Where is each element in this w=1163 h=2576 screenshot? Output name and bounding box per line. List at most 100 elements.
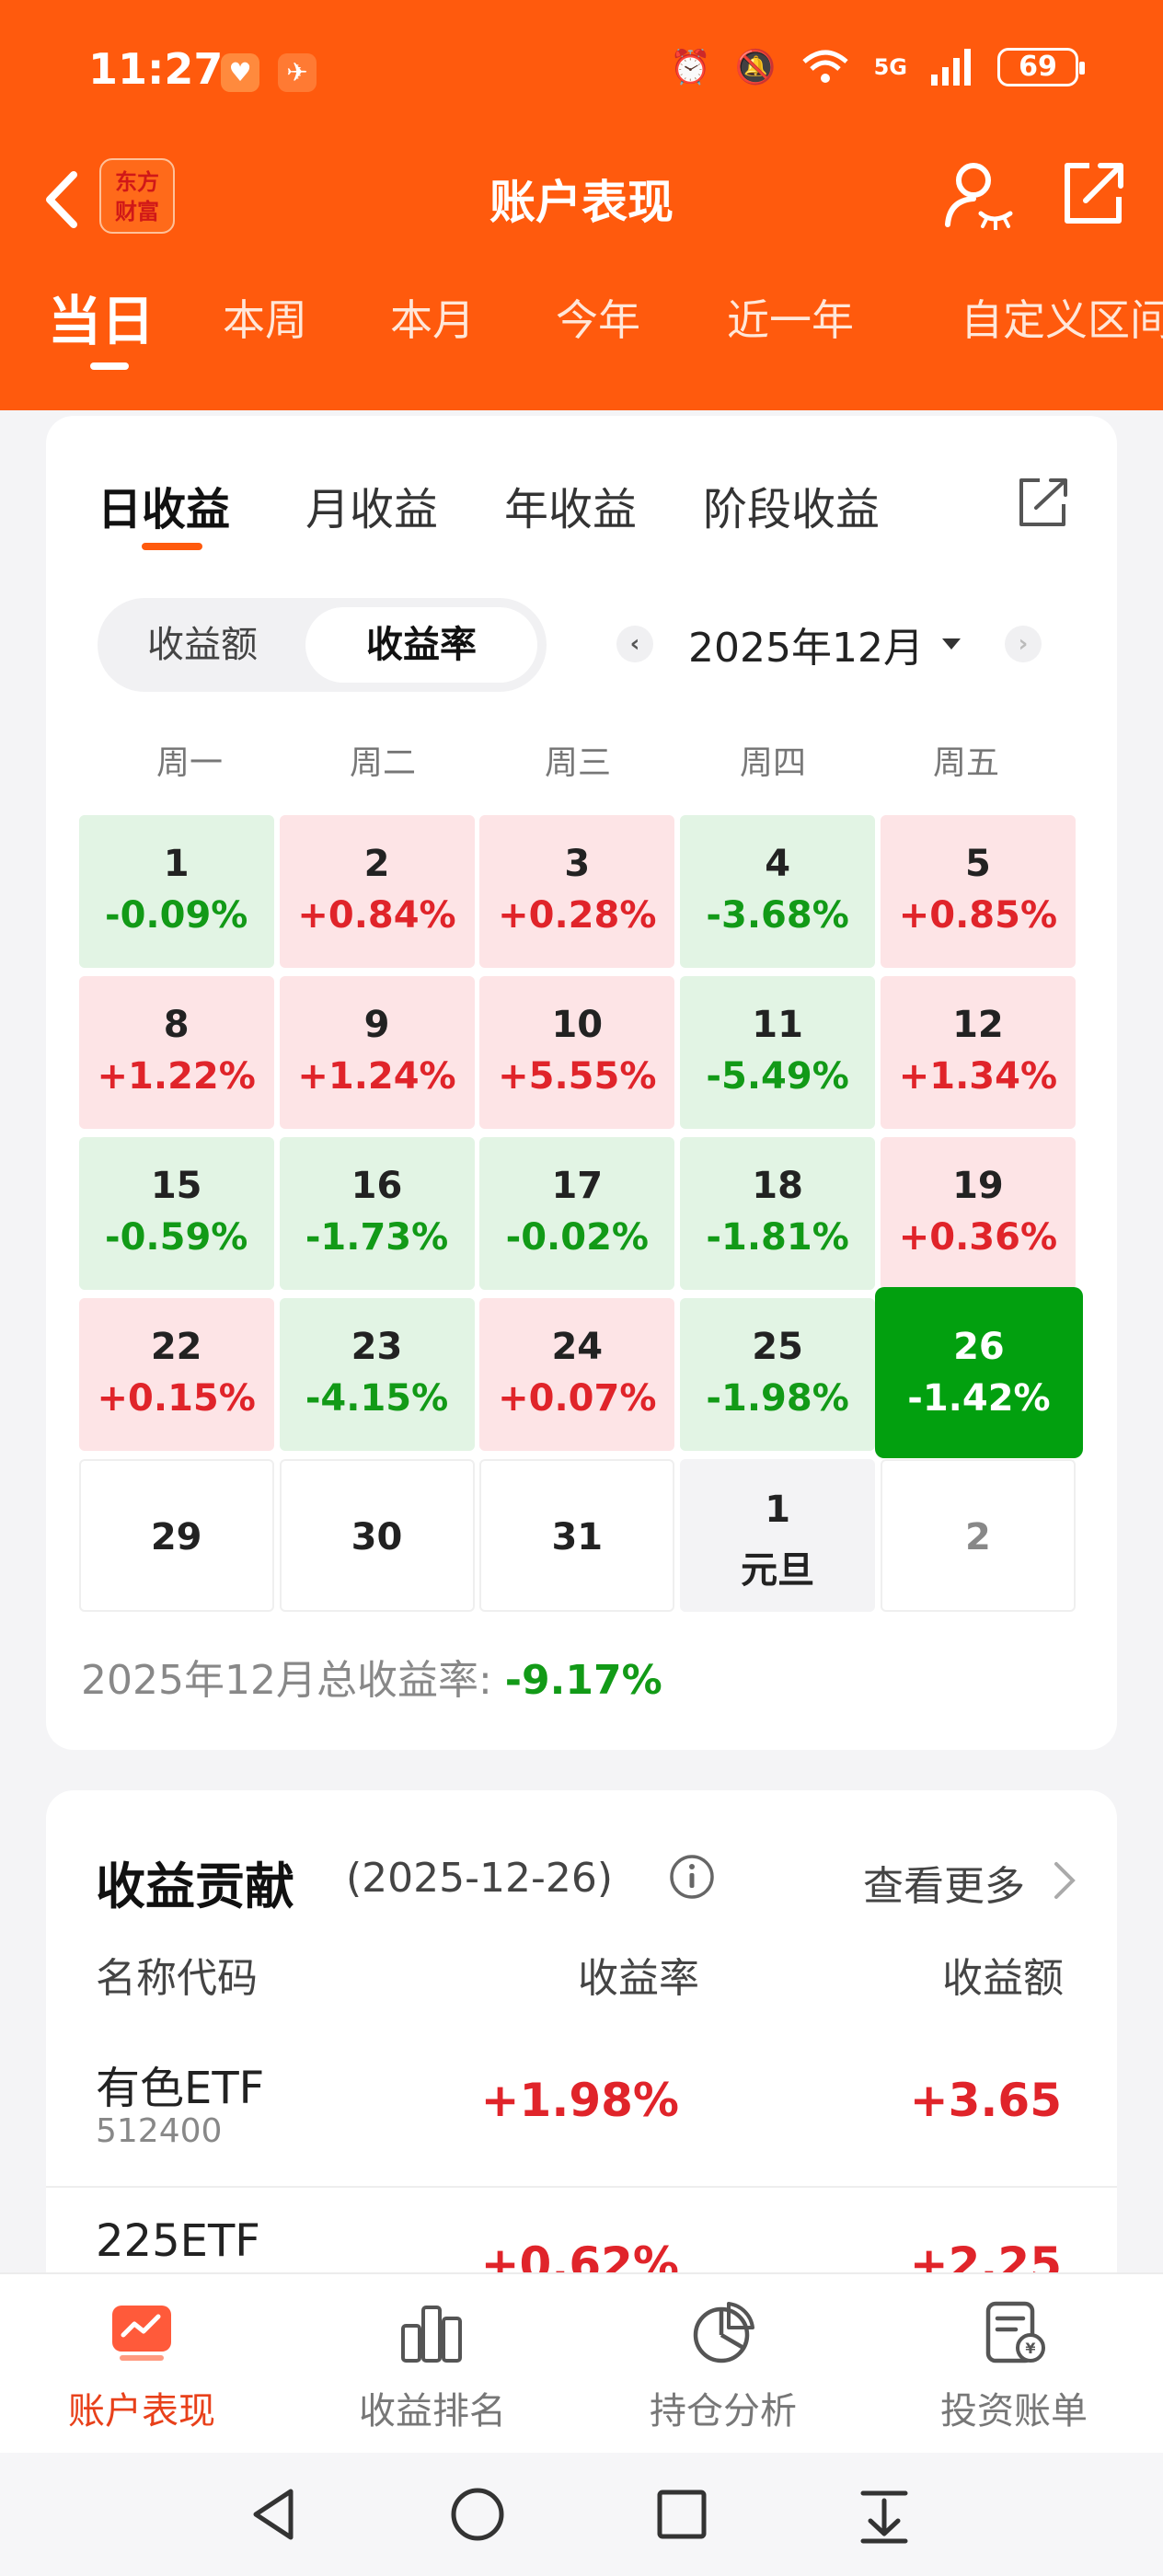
- contribution-title: 收益贡献: [96, 1857, 294, 1915]
- tab-return-ranking[interactable]: 收益排名: [322, 2298, 543, 2434]
- calendar-day[interactable]: 30: [279, 1458, 475, 1612]
- alarm-icon: ⏰: [669, 49, 711, 86]
- tab-account-performance[interactable]: 账户表现: [31, 2298, 252, 2434]
- calendar-day[interactable]: 5 +0.85%: [880, 814, 1076, 968]
- tab-this-month[interactable]: 本月: [390, 295, 475, 345]
- day-return-value: -4.15%: [305, 1376, 449, 1420]
- day-return-value: +0.15%: [97, 1376, 256, 1420]
- calendar-day[interactable]: 31: [479, 1458, 675, 1612]
- calendar-day[interactable]: 4 -3.68%: [680, 814, 876, 968]
- chevron-right-icon[interactable]: [1049, 1858, 1078, 1903]
- calendar-day[interactable]: 29: [78, 1458, 274, 1612]
- calendar-day[interactable]: 17 -0.02%: [479, 1136, 675, 1290]
- calendar-day[interactable]: 9 +1.24%: [279, 975, 475, 1129]
- brand-logo: 东方 财富: [99, 158, 175, 234]
- calendar-day[interactable]: 25 -1.98%: [680, 1297, 876, 1451]
- tab-custom-range[interactable]: 自定义区间: [961, 295, 1163, 345]
- status-time: 11:27: [88, 44, 224, 94]
- day-number: 31: [551, 1515, 604, 1558]
- fund-name: 有色ETF: [96, 2063, 265, 2114]
- calendar-day[interactable]: 3 +0.28%: [479, 814, 675, 968]
- calendar-day[interactable]: 2 +0.84%: [279, 814, 475, 968]
- toggle-amount[interactable]: 收益额: [147, 624, 258, 666]
- contribution-date: (2025-12-26): [346, 1855, 614, 1902]
- tab-today[interactable]: 当日: [48, 290, 155, 352]
- sub-tab-underline: [142, 543, 202, 550]
- day-return-value: -0.02%: [505, 1215, 649, 1259]
- calendar-day-selected[interactable]: 26 -1.42%: [874, 1286, 1083, 1458]
- next-month-button[interactable]: ›: [1004, 626, 1042, 662]
- daily-return-card: 日收益 月收益 年收益 阶段收益 收益额 收益率 ‹ 2025年12月 › 周一…: [46, 416, 1117, 1750]
- tab-monthly-return[interactable]: 月收益: [305, 484, 439, 535]
- day-number: 17: [551, 1164, 604, 1207]
- back-triangle-icon[interactable]: [243, 2482, 307, 2547]
- day-return-value: -1.42%: [907, 1376, 1051, 1420]
- info-icon[interactable]: [668, 1853, 716, 1901]
- recent-apps-icon[interactable]: [650, 2482, 714, 2547]
- wifi-icon: [801, 50, 848, 83]
- home-circle-icon[interactable]: [445, 2482, 510, 2547]
- logo-text-line2: 财富: [115, 199, 159, 224]
- calendar-day[interactable]: 19 +0.36%: [880, 1136, 1076, 1290]
- user-privacy-icon[interactable]: [942, 156, 1016, 230]
- calendar-day[interactable]: 12 +1.34%: [880, 975, 1076, 1129]
- day-number: 26: [953, 1325, 1005, 1368]
- prev-month-button[interactable]: ‹: [616, 626, 653, 662]
- dropdown-caret-icon[interactable]: [941, 638, 961, 650]
- tab-this-week[interactable]: 本周: [223, 295, 307, 345]
- calendar-day[interactable]: 8 +1.22%: [78, 975, 274, 1129]
- day-number: 12: [952, 1003, 1004, 1046]
- tab-investment-bill[interactable]: ¥ 投资账单: [904, 2298, 1124, 2434]
- tab-holding-analysis[interactable]: 持仓分析: [613, 2298, 834, 2434]
- fund-name: 225ETF: [96, 2215, 260, 2267]
- day-number: 29: [150, 1515, 202, 1558]
- back-arrow-icon[interactable]: [37, 167, 92, 232]
- day-number: 1: [765, 1488, 791, 1531]
- day-return-value: -0.59%: [105, 1215, 248, 1259]
- notification-pulldown-icon[interactable]: [852, 2482, 916, 2547]
- system-navigation-bar: [0, 2453, 1163, 2576]
- tab-label: 账户表现: [68, 2390, 215, 2432]
- status-bar: 11:27 ♥ ✈ ⏰ 🔕 5G 69: [0, 0, 1163, 138]
- calendar-day[interactable]: 24 +0.07%: [479, 1297, 675, 1451]
- day-return-value: -0.09%: [105, 893, 248, 937]
- toggle-rate[interactable]: 收益率: [305, 607, 537, 683]
- day-number: 1: [163, 842, 190, 885]
- tab-period-return[interactable]: 阶段收益: [703, 484, 881, 535]
- day-return-value: +1.22%: [97, 1054, 256, 1098]
- calendar-day[interactable]: 23 -4.15%: [279, 1297, 475, 1451]
- tab-label: 收益排名: [359, 2390, 506, 2432]
- day-number: 10: [551, 1003, 604, 1046]
- calendar-day[interactable]: 2: [880, 1458, 1076, 1612]
- performance-chart-icon: [112, 2306, 171, 2361]
- tab-last-year[interactable]: 近一年: [727, 295, 854, 345]
- share-icon[interactable]: [1014, 473, 1071, 530]
- calendar-day[interactable]: 22 +0.15%: [78, 1297, 274, 1451]
- month-total-value: -9.17%: [504, 1657, 662, 1704]
- calendar-day[interactable]: 15 -0.59%: [78, 1136, 274, 1290]
- tab-this-year[interactable]: 今年: [556, 295, 640, 345]
- tab-daily-return[interactable]: 日收益: [98, 484, 231, 535]
- calendar-day[interactable]: 16 -1.73%: [279, 1136, 475, 1290]
- see-more-link[interactable]: 查看更多: [863, 1863, 1025, 1910]
- contribution-card: 收益贡献 (2025-12-26) 查看更多 名称代码 收益率 收益额 有色ET…: [46, 1790, 1117, 2291]
- bar-chart-icon: [401, 2306, 462, 2363]
- calendar-day[interactable]: 11 -5.49%: [680, 975, 876, 1129]
- share-icon[interactable]: [1058, 158, 1128, 228]
- day-number: 18: [752, 1164, 803, 1207]
- day-number: 22: [150, 1325, 202, 1368]
- calendar-day[interactable]: 1 -0.09%: [78, 814, 274, 968]
- period-tabs: 当日 本周 本月 今年 近一年 自定义区间: [0, 276, 1163, 377]
- table-row[interactable]: 有色ETF 512400 +1.98% +3.65: [46, 2024, 1117, 2186]
- bottom-tab-bar: 账户表现 收益排名 持仓分析 ¥ 投资账单: [0, 2272, 1163, 2453]
- metric-toggle: 收益额 收益率: [98, 598, 547, 692]
- tab-yearly-return[interactable]: 年收益: [504, 484, 638, 535]
- calendar-day[interactable]: 10 +5.55%: [479, 975, 675, 1129]
- day-number: 9: [363, 1003, 390, 1046]
- mute-icon: 🔕: [734, 49, 777, 86]
- calendar-day[interactable]: 1 元旦: [680, 1458, 876, 1612]
- plane-app-icon: ✈: [278, 53, 317, 92]
- month-label[interactable]: 2025年12月: [688, 625, 924, 672]
- day-return-value: -3.68%: [706, 893, 849, 937]
- calendar-day[interactable]: 18 -1.81%: [680, 1136, 876, 1290]
